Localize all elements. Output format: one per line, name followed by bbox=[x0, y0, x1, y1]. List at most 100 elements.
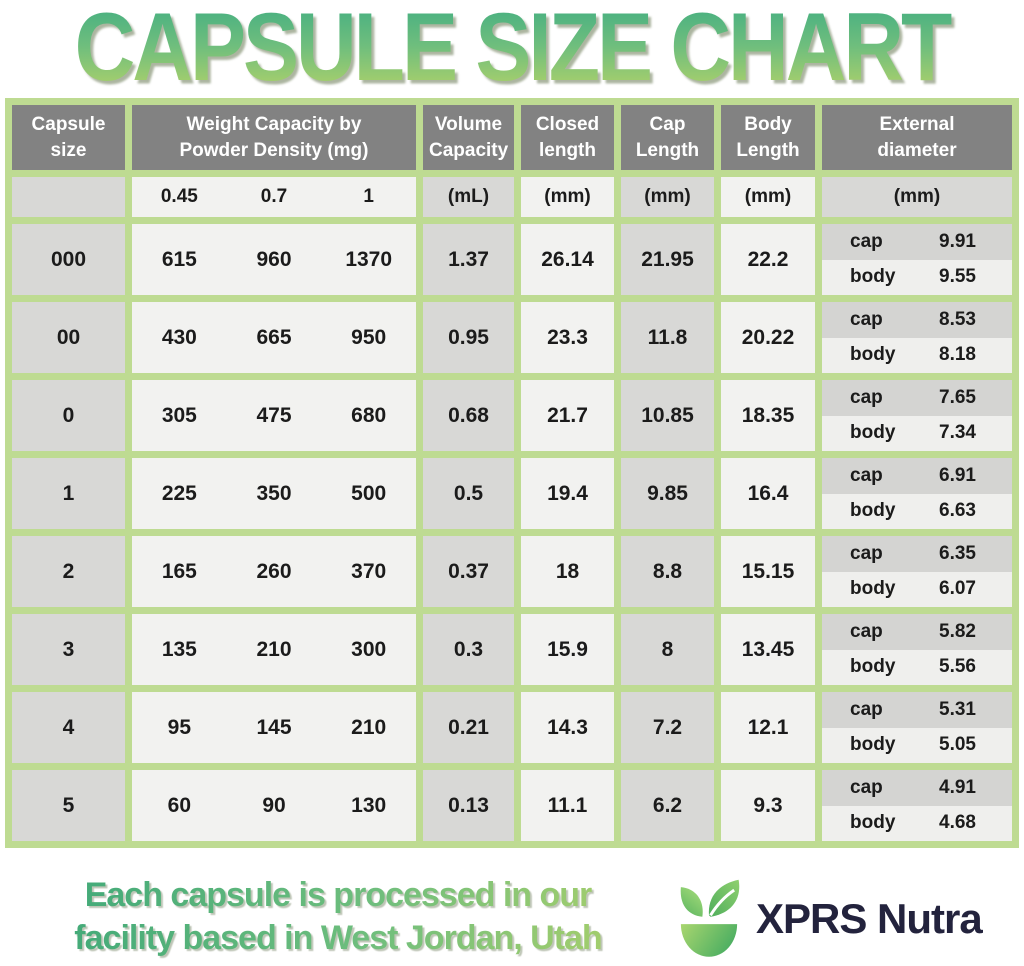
cap-length-value: 11.8 bbox=[621, 302, 714, 373]
cap-length-value: 9.85 bbox=[621, 458, 714, 529]
brand-name: XPRS Nutra bbox=[756, 895, 983, 942]
closed-length-value: 15.9 bbox=[521, 614, 614, 685]
unit-external: (mm) bbox=[822, 177, 1012, 217]
ext-cap-value: 5.82 bbox=[939, 620, 976, 642]
ext-body-label: body bbox=[850, 266, 896, 288]
footer-tagline: Each capsule is processed in our facilit… bbox=[12, 874, 664, 959]
unit-body: (mm) bbox=[721, 177, 815, 217]
ext-body-label: body bbox=[850, 578, 896, 600]
capsule-size-value: 3 bbox=[12, 614, 125, 685]
weight-07: 260 bbox=[256, 559, 292, 583]
ext-body-label: body bbox=[850, 500, 896, 522]
ext-body-value: 5.05 bbox=[939, 734, 976, 756]
table-header-row: Capsule size Weight Capacity by Powder D… bbox=[12, 105, 1012, 170]
weight-045: 430 bbox=[161, 325, 197, 349]
body-length-value: 15.15 bbox=[721, 536, 815, 607]
plant-bowl-icon bbox=[680, 879, 740, 957]
table-row: 0 305 475 680 0.68 21.7 10.85 18.35 cap … bbox=[12, 380, 1012, 451]
ext-cap-value: 4.91 bbox=[939, 776, 976, 798]
closed-length-value: 23.3 bbox=[521, 302, 614, 373]
closed-length-value: 19.4 bbox=[521, 458, 614, 529]
ext-cap-label: cap bbox=[850, 308, 883, 330]
unit-volume: (mL) bbox=[423, 177, 514, 217]
capsule-size-value: 1 bbox=[12, 458, 125, 529]
ext-cap-label: cap bbox=[850, 698, 883, 720]
ext-body-value: 6.07 bbox=[939, 578, 976, 600]
external-cap-row: cap 8.53 bbox=[822, 302, 1012, 338]
weight-045: 165 bbox=[161, 559, 197, 583]
weight-045: 60 bbox=[167, 793, 192, 817]
unit-cap: (mm) bbox=[621, 177, 714, 217]
header-external-diameter: External diameter bbox=[822, 105, 1012, 170]
body-length-value: 9.3 bbox=[721, 770, 815, 841]
ext-body-label: body bbox=[850, 422, 896, 444]
table-row: 00 430 665 950 0.95 23.3 11.8 20.22 cap … bbox=[12, 302, 1012, 373]
ext-cap-value: 6.35 bbox=[939, 542, 976, 564]
header-capsule-size: Capsule size bbox=[12, 105, 125, 170]
ext-cap-label: cap bbox=[850, 386, 883, 408]
weight-045: 615 bbox=[161, 247, 197, 271]
external-body-row: body 6.63 bbox=[822, 493, 1012, 529]
weight-045: 225 bbox=[161, 481, 197, 505]
external-diameter-cell: cap 5.31 body 5.05 bbox=[822, 692, 1012, 763]
unit-density-07: 0.7 bbox=[260, 186, 288, 207]
ext-cap-value: 5.31 bbox=[939, 698, 976, 720]
capsule-size-value: 2 bbox=[12, 536, 125, 607]
cap-length-value: 7.2 bbox=[621, 692, 714, 763]
weight-07: 210 bbox=[256, 637, 292, 661]
body-length-value: 18.35 bbox=[721, 380, 815, 451]
volume-value: 0.37 bbox=[423, 536, 514, 607]
ext-cap-label: cap bbox=[850, 230, 883, 252]
table-row: 5 60 90 130 0.13 11.1 6.2 9.3 cap 4.91 b… bbox=[12, 770, 1012, 841]
ext-cap-label: cap bbox=[850, 542, 883, 564]
cap-length-value: 8 bbox=[621, 614, 714, 685]
closed-length-value: 26.14 bbox=[521, 224, 614, 295]
weight-1: 370 bbox=[351, 559, 387, 583]
unit-density-1: 1 bbox=[363, 186, 374, 207]
ext-body-value: 7.34 bbox=[939, 422, 976, 444]
header-cap-length: Cap Length bbox=[621, 105, 714, 170]
external-diameter-cell: cap 5.82 body 5.56 bbox=[822, 614, 1012, 685]
weight-1: 680 bbox=[351, 403, 387, 427]
external-cap-row: cap 6.91 bbox=[822, 458, 1012, 494]
table-row: 3 135 210 300 0.3 15.9 8 13.45 cap 5.82 … bbox=[12, 614, 1012, 685]
ext-body-label: body bbox=[850, 344, 896, 366]
external-cap-row: cap 6.35 bbox=[822, 536, 1012, 572]
weight-1: 130 bbox=[351, 793, 387, 817]
external-body-row: body 9.55 bbox=[822, 259, 1012, 295]
table-row: 1 225 350 500 0.5 19.4 9.85 16.4 cap 6.9… bbox=[12, 458, 1012, 529]
body-length-value: 22.2 bbox=[721, 224, 815, 295]
volume-value: 0.3 bbox=[423, 614, 514, 685]
external-diameter-cell: cap 7.65 body 7.34 bbox=[822, 380, 1012, 451]
weight-capacity-values: 165 260 370 bbox=[132, 536, 416, 607]
table-units-row: 0.45 0.7 1 (mL) (mm) (mm) (mm) (mm) bbox=[12, 177, 1012, 217]
cap-length-value: 6.2 bbox=[621, 770, 714, 841]
ext-body-value: 8.18 bbox=[939, 344, 976, 366]
page-title: CAPSULE SIZE CHART bbox=[0, 0, 1024, 95]
volume-value: 0.21 bbox=[423, 692, 514, 763]
volume-value: 0.68 bbox=[423, 380, 514, 451]
header-weight-capacity: Weight Capacity by Powder Density (mg) bbox=[132, 105, 416, 170]
weight-capacity-values: 305 475 680 bbox=[132, 380, 416, 451]
volume-value: 0.95 bbox=[423, 302, 514, 373]
weight-07: 350 bbox=[256, 481, 292, 505]
capsule-size-value: 0 bbox=[12, 380, 125, 451]
weight-capacity-values: 225 350 500 bbox=[132, 458, 416, 529]
weight-045: 135 bbox=[161, 637, 197, 661]
weight-045: 305 bbox=[161, 403, 197, 427]
external-diameter-cell: cap 8.53 body 8.18 bbox=[822, 302, 1012, 373]
capsule-size-value: 00 bbox=[12, 302, 125, 373]
units-capsule-size-empty bbox=[12, 177, 125, 217]
closed-length-value: 11.1 bbox=[521, 770, 614, 841]
external-diameter-cell: cap 4.91 body 4.68 bbox=[822, 770, 1012, 841]
brand-logo: XPRS Nutra bbox=[672, 876, 983, 962]
header-closed-length: Closed length bbox=[521, 105, 614, 170]
ext-cap-label: cap bbox=[850, 776, 883, 798]
closed-length-value: 18 bbox=[521, 536, 614, 607]
unit-closed: (mm) bbox=[521, 177, 614, 217]
capsule-size-value: 000 bbox=[12, 224, 125, 295]
cap-length-value: 8.8 bbox=[621, 536, 714, 607]
external-cap-row: cap 4.91 bbox=[822, 770, 1012, 806]
ext-cap-value: 9.91 bbox=[939, 230, 976, 252]
closed-length-value: 14.3 bbox=[521, 692, 614, 763]
